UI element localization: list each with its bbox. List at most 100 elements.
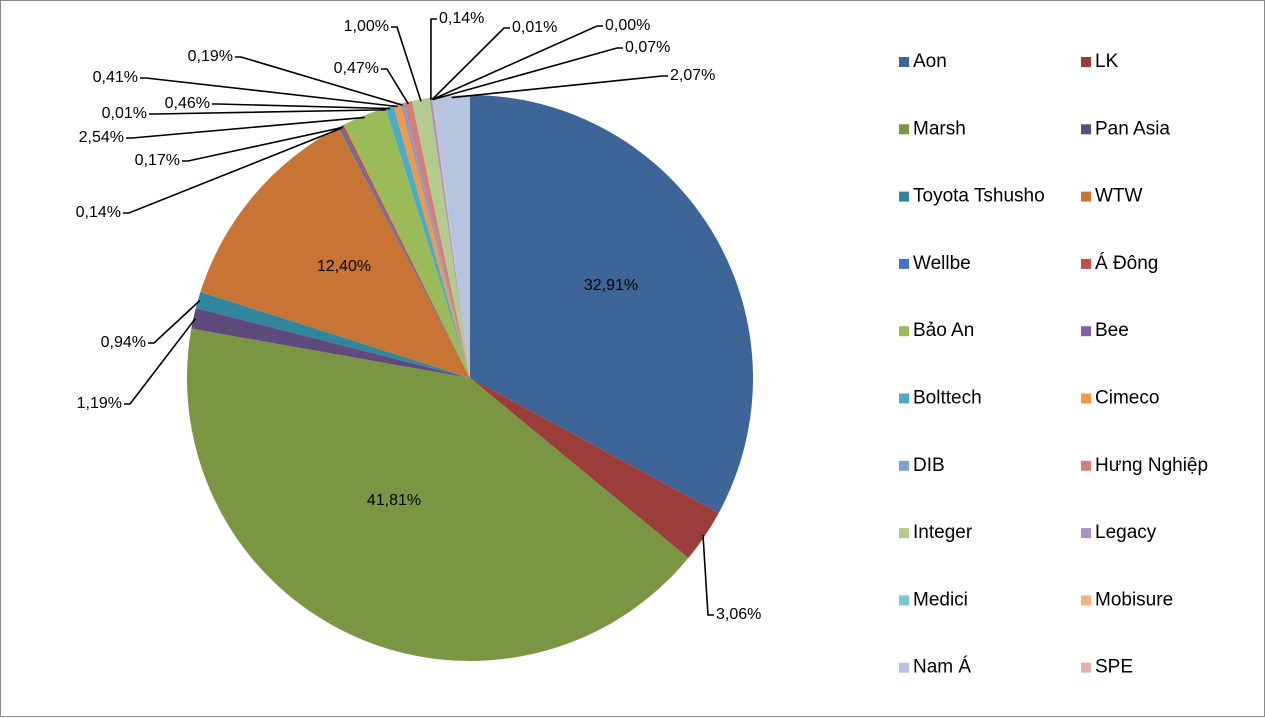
legend-swatch-hung-nghiep [1081, 460, 1091, 471]
slice-bao-an [343, 107, 470, 379]
slice-integer [411, 97, 470, 379]
data-label-bao-an: 2,54% [79, 129, 124, 146]
data-label-spe: 0,07% [625, 39, 670, 56]
leader-line-nam-a [451, 75, 668, 99]
slice-marsh [186, 328, 689, 661]
data-labels: 32,91% 3,06% 41,81% 1,19% 0,94% 12,40% 0,14% 0,… [76, 10, 762, 623]
legend-swatch-medici [899, 595, 909, 606]
data-label-cimeco: 0,41% [93, 69, 138, 86]
data-label-marsh: 41,81% [367, 492, 421, 509]
legend-swatch-spe [1081, 662, 1091, 673]
legend-label-bolttech: Bolttech [913, 388, 982, 409]
data-label-dib: 0,19% [188, 48, 233, 65]
data-label-lk: 3,06% [716, 606, 761, 623]
slice-bee [385, 107, 470, 378]
leader-line-medici [431, 27, 510, 101]
slice-legacy [429, 97, 470, 378]
data-label-pan-asia: 1,19% [77, 395, 122, 412]
legend-swatch-pan-asia [1081, 124, 1091, 135]
legend-swatch-nam-a [899, 662, 909, 673]
legend-label-medici: Medici [913, 589, 968, 610]
legend-swatch-cimeco [1081, 393, 1091, 404]
leader-line-bao-an [126, 116, 365, 139]
leader-line-pan-asia [124, 318, 196, 405]
leader-lines [123, 18, 714, 616]
leader-line-spe [432, 47, 623, 101]
legend-swatch-mobisure [1081, 595, 1091, 606]
legend-label-hung-nghiep: Hưng Nghiệp [1095, 455, 1208, 476]
legend-swatch-dib [899, 460, 909, 471]
legend-label-a-dong: Á Đông [1095, 253, 1158, 274]
legend: Aon Marsh Toyota Tshusho Wellbe Bảo An Boltte… [899, 51, 1208, 678]
legend-swatch-wtw [1081, 191, 1091, 202]
legend-swatch-wellbe [899, 258, 909, 269]
data-label-mobisure: 0,00% [605, 17, 650, 34]
legend-label-aon: Aon [913, 51, 947, 72]
legend-swatch-a-dong [1081, 258, 1091, 269]
legend-swatch-marsh [899, 124, 909, 135]
data-label-wtw: 12,40% [317, 258, 371, 275]
leader-line-dib [235, 56, 403, 106]
legend-label-bee: Bee [1095, 320, 1129, 341]
legend-label-dib: DIB [913, 455, 945, 476]
data-label-a-dong: 0,17% [135, 152, 180, 169]
slice-a-dong [340, 124, 470, 378]
leader-line-mobisure [431, 25, 603, 101]
legend-swatch-aon [899, 57, 909, 67]
slice-hung-nghiep [403, 101, 470, 378]
data-label-hung-nghiep: 0,47% [334, 60, 379, 77]
legend-label-marsh: Marsh [913, 118, 966, 139]
legend-label-wtw: WTW [1095, 186, 1143, 207]
slice-toyota-tshusho [195, 291, 471, 378]
data-label-medici: 0,01% [512, 19, 557, 36]
legend-label-toyota-tshusho: Toyota Tshusho [913, 186, 1045, 207]
legend-swatch-legacy [1081, 528, 1091, 539]
slice-medici [431, 97, 470, 379]
leader-line-legacy [430, 18, 437, 100]
slice-pan-asia [191, 308, 470, 378]
legend-swatch-toyota-tshusho [899, 191, 909, 202]
legend-label-wellbe: Wellbe [913, 253, 971, 274]
slice-spe [432, 97, 470, 378]
legend-swatch-integer [899, 528, 909, 539]
data-label-legacy: 0,14% [439, 10, 484, 27]
legend-swatch-bolttech [899, 393, 909, 404]
slice-dib [400, 102, 470, 379]
slice-aon [470, 95, 753, 513]
legend-label-legacy: Legacy [1095, 522, 1157, 543]
leader-line-wellbe [123, 127, 341, 214]
legend-label-nam-a: Nam Á [913, 657, 971, 678]
leader-line-a-dong [182, 126, 344, 162]
legend-label-integer: Integer [913, 522, 973, 543]
legend-swatch-bao-an [899, 326, 909, 337]
leader-line-hung-nghiep [381, 68, 409, 105]
data-label-integer: 1,00% [344, 18, 389, 35]
legend-label-pan-asia: Pan Asia [1095, 118, 1170, 139]
data-label-wellbe: 0,14% [76, 204, 121, 221]
leader-line-bolttech [212, 103, 391, 110]
legend-label-lk: LK [1095, 51, 1119, 72]
leader-line-cimeco [140, 77, 398, 108]
data-label-toyota-tshusho: 0,94% [101, 334, 146, 351]
leader-line-bee [149, 109, 387, 115]
pie-slices [186, 95, 753, 661]
legend-label-spe: SPE [1095, 657, 1133, 678]
legend-label-cimeco: Cimeco [1095, 388, 1159, 409]
slice-bolttech [385, 105, 470, 379]
slice-nam-a [433, 95, 470, 378]
data-label-bee: 0,01% [102, 105, 147, 122]
leader-line-integer [391, 26, 422, 102]
slice-wellbe [338, 126, 470, 378]
leader-line-lk [702, 535, 714, 616]
legend-label-mobisure: Mobisure [1095, 589, 1173, 610]
legend-swatch-lk [1081, 57, 1091, 67]
leader-line-toyota-tshusho [148, 299, 201, 344]
data-label-aon: 32,91% [584, 277, 638, 294]
data-label-nam-a: 2,07% [670, 67, 715, 84]
legend-label-bao-an: Bảo An [913, 320, 974, 341]
legend-swatch-bee [1081, 326, 1091, 337]
slice-cimeco [393, 103, 470, 379]
slice-wtw [200, 127, 470, 378]
